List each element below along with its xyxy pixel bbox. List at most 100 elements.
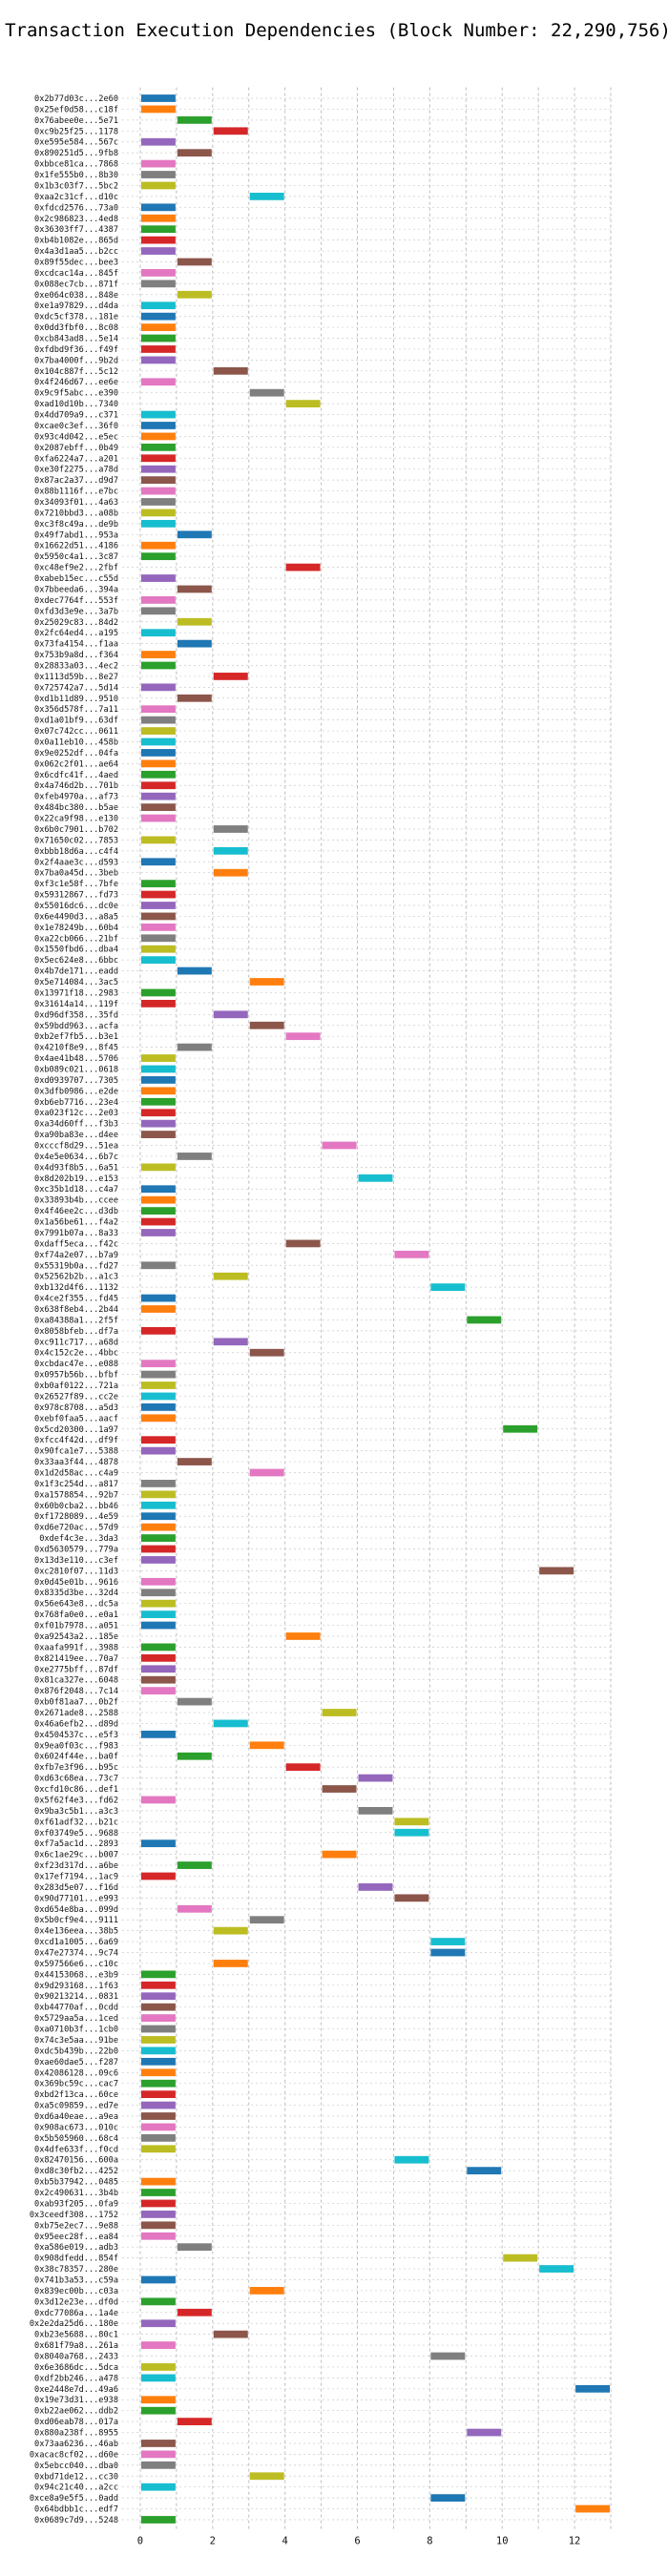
y-tick-label: 0x07c742cc...0611 [34,727,118,737]
y-tick-label: 0x5cd20300...1a97 [34,1425,118,1435]
execution-bar [213,1338,248,1346]
execution-bar [249,978,284,986]
execution-bar [140,858,176,866]
y-tick-label: 0x0689c7d9...5248 [34,2516,118,2525]
y-tick-label: 0x25029c83...84d2 [34,618,118,628]
execution-bar [140,1207,176,1215]
execution-bar [213,1719,248,1728]
y-tick-label: 0xb2ef7fb5...b3e1 [34,1032,118,1042]
y-tick-label: 0xb4b1082e...865d [34,237,118,246]
y-tick-label: 0x59bdd963...acfa [34,1022,118,1031]
y-tick-label: 0x59312867...fd73 [34,891,118,901]
y-tick-label: 0xaafa991f...3988 [34,1643,118,1652]
y-tick-label: 0x5ebcc040...dba0 [34,2462,118,2471]
y-tick-label: 0x3d12e23e...df0d [34,2297,118,2307]
execution-bar [177,694,212,702]
execution-bar [177,617,212,626]
y-tick-label: 0xcd1a1005...6a69 [34,1938,118,1947]
y-tick-label: 0x2b77d03c...2e60 [34,94,118,104]
execution-bar [140,737,176,746]
execution-bar [140,312,176,321]
execution-bar [140,1097,176,1106]
x-tick-label: 6 [354,2535,360,2546]
execution-bar [140,1589,176,1597]
execution-bar [140,356,176,364]
y-tick-label: 0xcae0c3ef...36f0 [34,422,118,431]
execution-bar [140,498,176,506]
y-tick-label: 0xcfd10c86...def1 [34,1785,118,1795]
execution-bar [140,94,176,102]
execution-bar [140,454,176,463]
y-tick-label: 0x4d93f8b5...6a51 [34,1163,118,1173]
y-tick-label: 0xf1728089...4e59 [34,1512,118,1522]
execution-bar [177,258,212,266]
execution-bar [140,1392,176,1401]
y-tick-label: 0xce8a9e5f5...0add [30,2494,118,2503]
y-tick-label: 0x2fc64ed4...a195 [34,629,118,638]
y-tick-label: 0x1a56be61...f4a2 [34,1218,118,1228]
execution-bar [177,1153,212,1160]
y-tick-label: 0x4a3d1aa5...b2cc [34,247,118,257]
y-tick-label: 0x4c152c2e...4bbc [34,1349,118,1359]
execution-bar [140,1065,176,1073]
y-tick-label: 0x5729aa5a...1ced [34,2014,118,2024]
y-tick-label: 0x2f4aae3c...d593 [34,858,118,867]
execution-bar [358,1174,393,1182]
execution-bar [140,956,176,965]
y-tick-label: 0xcccf8d29...51ea [34,1142,118,1152]
execution-bar [140,2068,176,2077]
execution-bar [140,661,176,670]
execution-bar [177,2243,212,2252]
execution-bar [140,1970,176,1979]
execution-bar [140,2177,176,2186]
execution-bar [140,770,176,779]
y-tick-label: 0x725742a7...5d14 [34,683,118,693]
execution-bar [285,1239,321,1248]
y-tick-label: 0x46a6efb2...d89d [34,1719,118,1729]
execution-bar [140,1381,176,1389]
execution-bar [140,225,176,234]
execution-bar [140,2025,176,2033]
y-tick-label: 0xa90ba83e...d4ee [34,1131,118,1140]
execution-bar [140,2036,176,2044]
execution-bar [140,541,176,550]
execution-bar [140,2123,176,2131]
y-tick-label: 0xd6e720ac...57d9 [34,1524,118,1533]
x-tick-label: 2 [210,2535,216,2546]
y-tick-label: 0xa92543a2...185e [34,1632,118,1642]
execution-bar [140,2341,176,2349]
execution-bar [140,159,176,168]
execution-bar [140,1261,176,1270]
execution-bar [249,1021,284,1029]
execution-bar [140,912,176,921]
execution-bar [140,880,176,888]
execution-bar [140,487,176,495]
x-tick-label: 10 [496,2535,509,2546]
execution-bar [467,1316,502,1324]
y-tick-label: 0xf03749e5...9688 [34,1829,118,1839]
execution-bar [140,465,176,473]
execution-bar [285,400,321,407]
y-tick-label: 0x1113d59b...8e27 [34,673,118,682]
y-tick-label: 0xf7a5ac1d...2893 [34,1839,118,1849]
y-tick-label: 0x93c4d042...e5ec [34,432,118,442]
execution-bar [140,552,176,561]
execution-bar [394,1250,429,1258]
y-tick-label: 0x19e73d31...e938 [34,2396,118,2405]
y-tick-label: 0x33893b4b...ccee [34,1196,118,1206]
execution-bar [140,1534,176,1542]
execution-bar [430,2494,466,2503]
execution-bar [140,1087,176,1095]
execution-bar [467,2428,502,2437]
y-tick-label: 0x2e2da25d6...180e [30,2319,118,2329]
execution-bar [249,2287,284,2295]
execution-bar [140,105,176,114]
execution-bar [177,1861,212,1869]
execution-bar [140,345,176,353]
execution-bar [140,727,176,735]
y-tick-label: 0x28833a03...4ec2 [34,661,118,671]
execution-bar [140,2440,176,2447]
y-tick-label: 0x6024f44e...ba0f [34,1753,118,1762]
y-tick-label: 0x1fe555b0...8b30 [34,171,118,180]
y-tick-label: 0x55016dc6...dc0e [34,902,118,911]
